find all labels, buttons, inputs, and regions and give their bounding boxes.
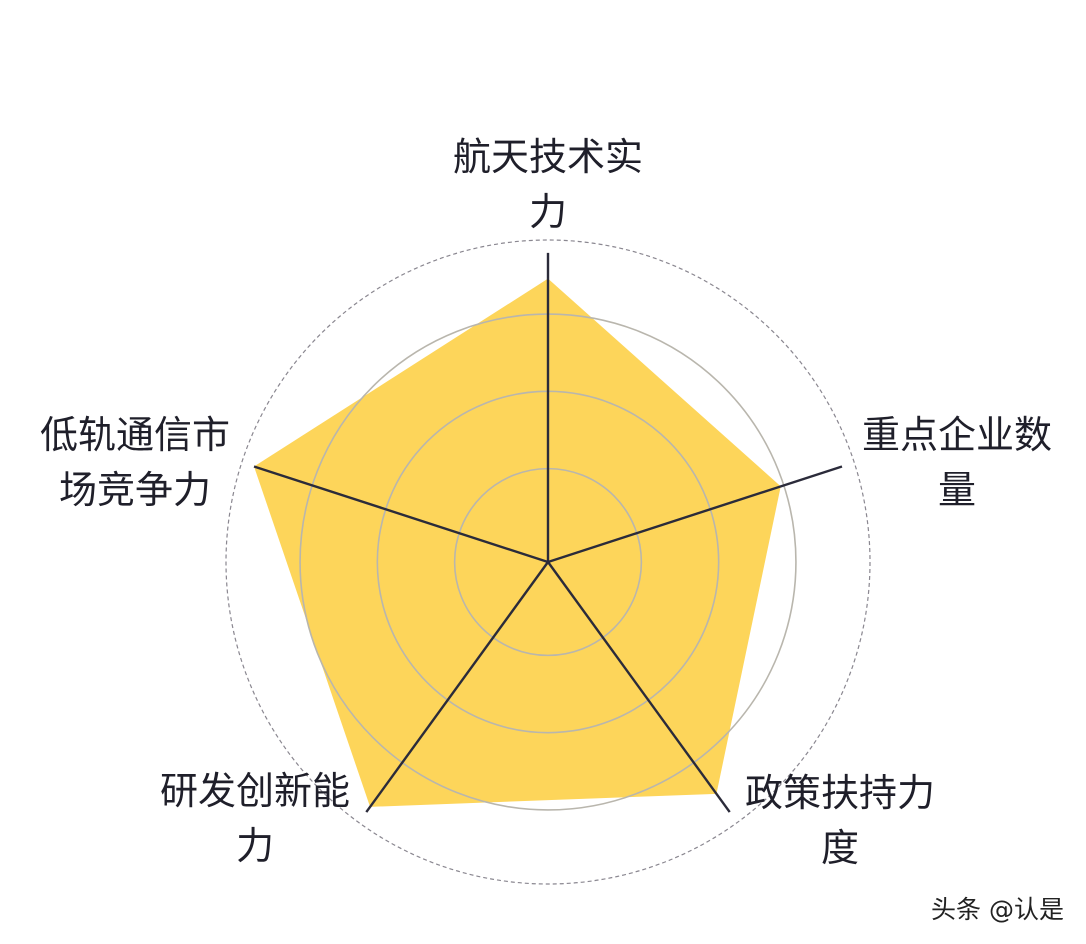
- axis-label-rnd: 研发创新能 力: [160, 764, 350, 874]
- axis-label-line: 力: [528, 190, 568, 234]
- grid-ring-outer: [225, 239, 871, 885]
- axis-line: [253, 465, 549, 564]
- axis-label-line: 力: [235, 824, 275, 868]
- axis-line: [365, 561, 549, 813]
- axis-label-line: 研发创新能: [159, 769, 351, 813]
- data-area: [254, 278, 781, 807]
- axis-line: [547, 561, 731, 813]
- watermark: 头条 @认是: [931, 895, 1064, 924]
- axis-label-market: 低轨通信市 场竞争力: [40, 408, 230, 518]
- axis-label-line: 低轨通信市: [39, 413, 231, 457]
- axis-label-line: 重点企业数: [861, 413, 1053, 457]
- axis-label-policy: 政策扶持力 度: [745, 766, 935, 876]
- axis-label-line: 场竞争力: [58, 468, 212, 512]
- axis-label-companies: 重点企业数 量: [862, 408, 1052, 518]
- axis-label-tech: 航天技术实 力: [453, 130, 643, 240]
- axis-label-line: 政策扶持力: [744, 771, 936, 815]
- axis-label-line: 航天技术实: [452, 135, 644, 179]
- axis-line: [547, 465, 843, 564]
- axis-label-line: 度: [820, 826, 860, 870]
- axis-label-line: 量: [937, 468, 977, 512]
